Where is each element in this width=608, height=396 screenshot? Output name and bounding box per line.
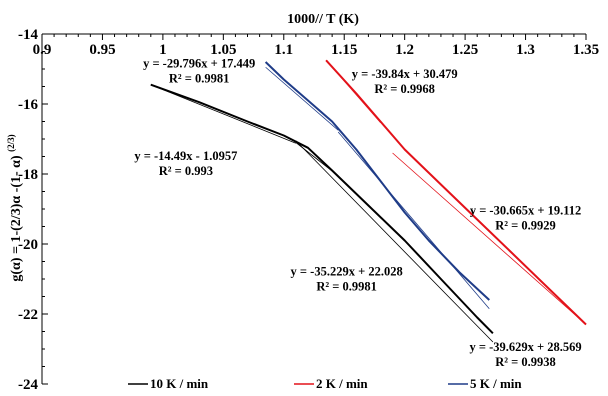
fit-equation: y = -29.796x + 17.449 <box>143 56 255 70</box>
fit-r-squared: R² = 0.993 <box>159 164 213 178</box>
legend-label: 5 K / min <box>470 376 522 391</box>
fit-r-squared: R² = 0.9929 <box>495 218 556 232</box>
fit-line-10-k-min <box>295 140 494 343</box>
x-tick-label: 1 <box>159 42 167 58</box>
legend: 10 K / min 2 K / min 5 K / min <box>128 376 522 391</box>
x-ticks: 0.9 0.95 1 1.05 1.1 1.15 1.2 1.25 1.3 1.35 <box>33 34 599 58</box>
y-axis-title-superscript: (2/3) <box>6 134 16 152</box>
y-axis-title-main: g(α) = 1-(2/3)α -(1- α) <box>9 152 24 282</box>
fit-equation: y = -35.229x + 22.028 <box>291 265 403 279</box>
x-tick-label: 0.9 <box>33 42 52 58</box>
x-tick-label: 1.35 <box>573 42 599 58</box>
y-tick-label: -14 <box>18 27 38 43</box>
series-line-2-k-min <box>325 59 587 326</box>
plot-area <box>150 59 587 343</box>
fit-r-squared: R² = 0.9981 <box>316 280 377 294</box>
fit-line-2-k-min <box>325 59 381 123</box>
y-tick-label: -22 <box>18 307 38 323</box>
fit-line-5-k-min <box>265 66 339 131</box>
series-line-10-k-min <box>150 83 494 335</box>
x-tick-label: 1.15 <box>331 42 357 58</box>
fit-equation: y = -14.49x - 1.0957 <box>134 149 237 163</box>
x-tick-label: 1.2 <box>395 42 414 58</box>
y-axis-title: g(α) = 1-(2/3)α -(1- α) (2/3) <box>6 134 24 281</box>
y-tick-label: -20 <box>18 237 38 253</box>
fit-equation: y = -39.84x + 30.479 <box>352 67 458 81</box>
y-ticks: -14 -16 -18 -20 -22 -24 <box>18 27 48 393</box>
fit-equation: y = -39.629x + 28.569 <box>469 340 581 354</box>
y-tick-label: -18 <box>18 167 38 183</box>
legend-label: 2 K / min <box>316 376 368 391</box>
fit-line-10-k-min <box>295 142 339 177</box>
y-tick-label: -24 <box>18 377 38 393</box>
fit-line-10-k-min <box>150 84 297 144</box>
x-tick-label: 1.25 <box>452 42 478 58</box>
fit-r-squared: R² = 0.9981 <box>169 71 230 85</box>
fit-line-2-k-min <box>392 152 587 325</box>
legend-label: 10 K / min <box>150 376 209 391</box>
fit-r-squared: R² = 0.9968 <box>374 82 435 96</box>
x-tick-label: 1.1 <box>274 42 293 58</box>
y-tick-label: -16 <box>18 97 38 113</box>
x-tick-label: 0.95 <box>89 42 115 58</box>
fit-equation: y = -30.665x + 19.112 <box>470 203 581 217</box>
x-tick-label: 1.05 <box>210 42 236 58</box>
fit-r-squared: R² = 0.9938 <box>495 355 556 369</box>
x-tick-label: 1.3 <box>516 42 535 58</box>
fit-line-5-k-min <box>337 131 490 310</box>
x-axis-title: 1000// T (K) <box>287 12 359 27</box>
